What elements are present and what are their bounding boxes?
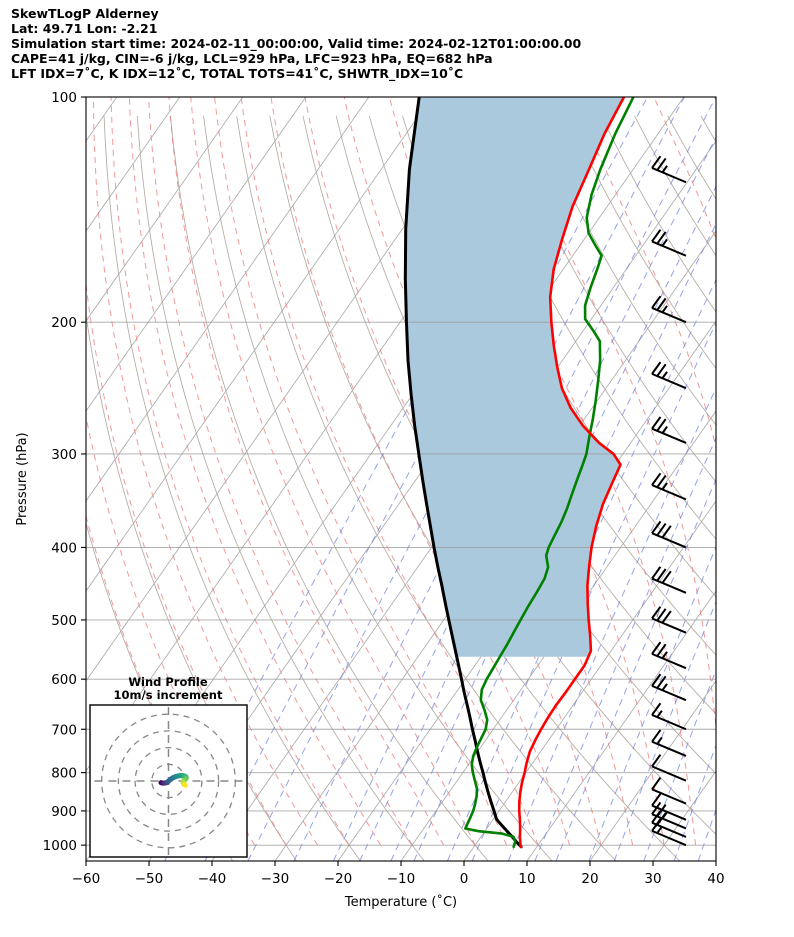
cape-line: CAPE=41 j/kg, CIN=-6 j/kg, LCL=929 hPa, … <box>11 51 493 67</box>
x-axis-label: Temperature (˚C) <box>344 894 457 910</box>
wind-barb <box>651 673 687 702</box>
wind-barb <box>651 641 687 670</box>
inset-title-line1: Wind Profile <box>128 675 208 689</box>
temperature-tick-label: −40 <box>198 871 227 887</box>
temperature-tick-label: −30 <box>261 871 290 887</box>
pressure-tick-label: 800 <box>51 766 77 782</box>
cape-shaded-region <box>404 97 624 657</box>
temperature-tick-label: −60 <box>72 871 101 887</box>
temperature-tick-label: 30 <box>644 871 661 887</box>
pressure-tick-label: 500 <box>51 613 77 629</box>
pressure-tick-label: 300 <box>51 447 77 463</box>
pressure-tick-label: 600 <box>51 672 77 688</box>
temperature-tick-label: −50 <box>135 871 164 887</box>
wind-barb <box>651 361 687 390</box>
y-axis-label: Pressure (hPa) <box>15 432 30 525</box>
temperature-tick-label: 20 <box>581 871 598 887</box>
wind-barb <box>651 777 687 805</box>
wind-barb <box>651 416 687 444</box>
temperature-tick-label: 40 <box>707 871 724 887</box>
header-block: SkewTLogP Alderney Lat: 49.71 Lon: -2.21… <box>11 6 711 81</box>
wind-barb <box>651 155 687 184</box>
wind-barbs <box>651 155 687 847</box>
wind-barb <box>651 606 687 634</box>
hodograph-content <box>90 705 247 857</box>
wind-barb <box>651 295 687 324</box>
wind-barb <box>651 754 687 782</box>
wind-barb <box>651 793 687 821</box>
temperature-tick-label: −10 <box>387 871 416 887</box>
pressure-axis-ticks: 100 200 300 400 500 600 700 800 900 1000 <box>43 90 86 854</box>
temperature-tick-label: 10 <box>518 871 535 887</box>
pressure-tick-label: 200 <box>51 315 77 331</box>
pressure-tick-label: 1000 <box>43 838 77 854</box>
wind-barb <box>651 229 687 257</box>
pressure-tick-label: 900 <box>51 804 77 820</box>
indices-line: LFT IDX=7˚C, K IDX=12˚C, TOTAL TOTS=41˚C… <box>11 66 464 82</box>
wind-barb <box>651 729 687 757</box>
time-line: Simulation start time: 2024-02-11_00:00:… <box>11 36 582 52</box>
sounding-curves <box>403 97 635 849</box>
pressure-tick-label: 700 <box>51 722 77 738</box>
temperature-tick-label: −20 <box>324 871 353 887</box>
temperature-axis-ticks: −60 −50 −40 −30 −20 −10 0 10 20 30 40 <box>72 861 725 887</box>
wind-profile-inset: Wind Profile 10m/s increment <box>89 675 248 858</box>
wind-barb <box>651 566 687 594</box>
inset-title-line2: 10m/s increment <box>114 688 223 702</box>
wind-barb <box>651 520 687 549</box>
wind-barb <box>651 818 687 847</box>
temperature-tick-label: 0 <box>460 871 469 887</box>
title-line: SkewTLogP Alderney <box>11 6 159 21</box>
pressure-tick-label: 400 <box>51 540 77 556</box>
wind-barb <box>651 702 687 731</box>
pressure-tick-label: 100 <box>51 90 77 106</box>
wind-barb <box>651 472 687 501</box>
latlon-line: Lat: 49.71 Lon: -2.21 <box>11 21 158 37</box>
